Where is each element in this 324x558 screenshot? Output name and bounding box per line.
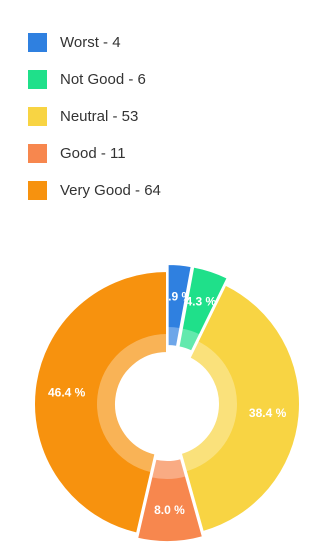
slice-label-good: 8.0 % — [154, 503, 185, 517]
legend-label-worst: Worst - 4 — [60, 34, 121, 51]
slice-good-arc[interactable] — [135, 456, 205, 543]
slice-good-inner-ring — [151, 458, 186, 479]
slice-label-very-good: 46.4 % — [48, 386, 86, 400]
slice-neutral[interactable] — [179, 283, 301, 534]
legend-item-very-good[interactable]: Very Good - 64 — [28, 172, 161, 209]
slice-neutral-arc[interactable] — [179, 283, 301, 534]
slice-label-neutral: 38.4 % — [249, 406, 287, 420]
slice-very-good-arc[interactable] — [33, 269, 168, 535]
legend-swatch-worst — [28, 33, 47, 52]
legend-swatch-not-good — [28, 70, 47, 89]
donut-chart: 2.9 %4.3 % 38.4 % 8.0 % 46.4 % — [33, 263, 301, 543]
legend: Worst - 4 Not Good - 6 Neutral - 53 Good… — [28, 24, 161, 209]
legend-swatch-good — [28, 144, 47, 163]
legend-item-neutral[interactable]: Neutral - 53 — [28, 98, 161, 135]
slice-label-worst: 2.9 % — [161, 289, 192, 303]
slice-not-good[interactable] — [177, 265, 230, 353]
legend-label-not-good: Not Good - 6 — [60, 71, 146, 88]
slice-worst-inner-ring — [167, 327, 181, 347]
slice-worst-arc[interactable] — [166, 263, 193, 349]
legend-item-worst[interactable]: Worst - 4 — [28, 24, 161, 61]
slice-not-good-inner-ring — [178, 328, 200, 352]
slice-label-not-good: 4.3 % — [185, 294, 216, 308]
legend-label-good: Good - 11 — [60, 145, 126, 162]
legend-swatch-neutral — [28, 107, 47, 126]
slice-very-good-inner-ring — [97, 334, 167, 473]
legend-item-not-good[interactable]: Not Good - 6 — [28, 61, 161, 98]
legend-label-neutral: Neutral - 53 — [60, 108, 139, 125]
slice-neutral-inner-ring — [180, 341, 237, 472]
legend-item-good[interactable]: Good - 11 — [28, 135, 161, 172]
slice-very-good[interactable] — [33, 269, 168, 535]
slice-worst[interactable] — [166, 263, 193, 349]
legend-swatch-very-good — [28, 181, 47, 200]
slice-good[interactable] — [135, 456, 205, 543]
legend-label-very-good: Very Good - 64 — [60, 182, 161, 199]
